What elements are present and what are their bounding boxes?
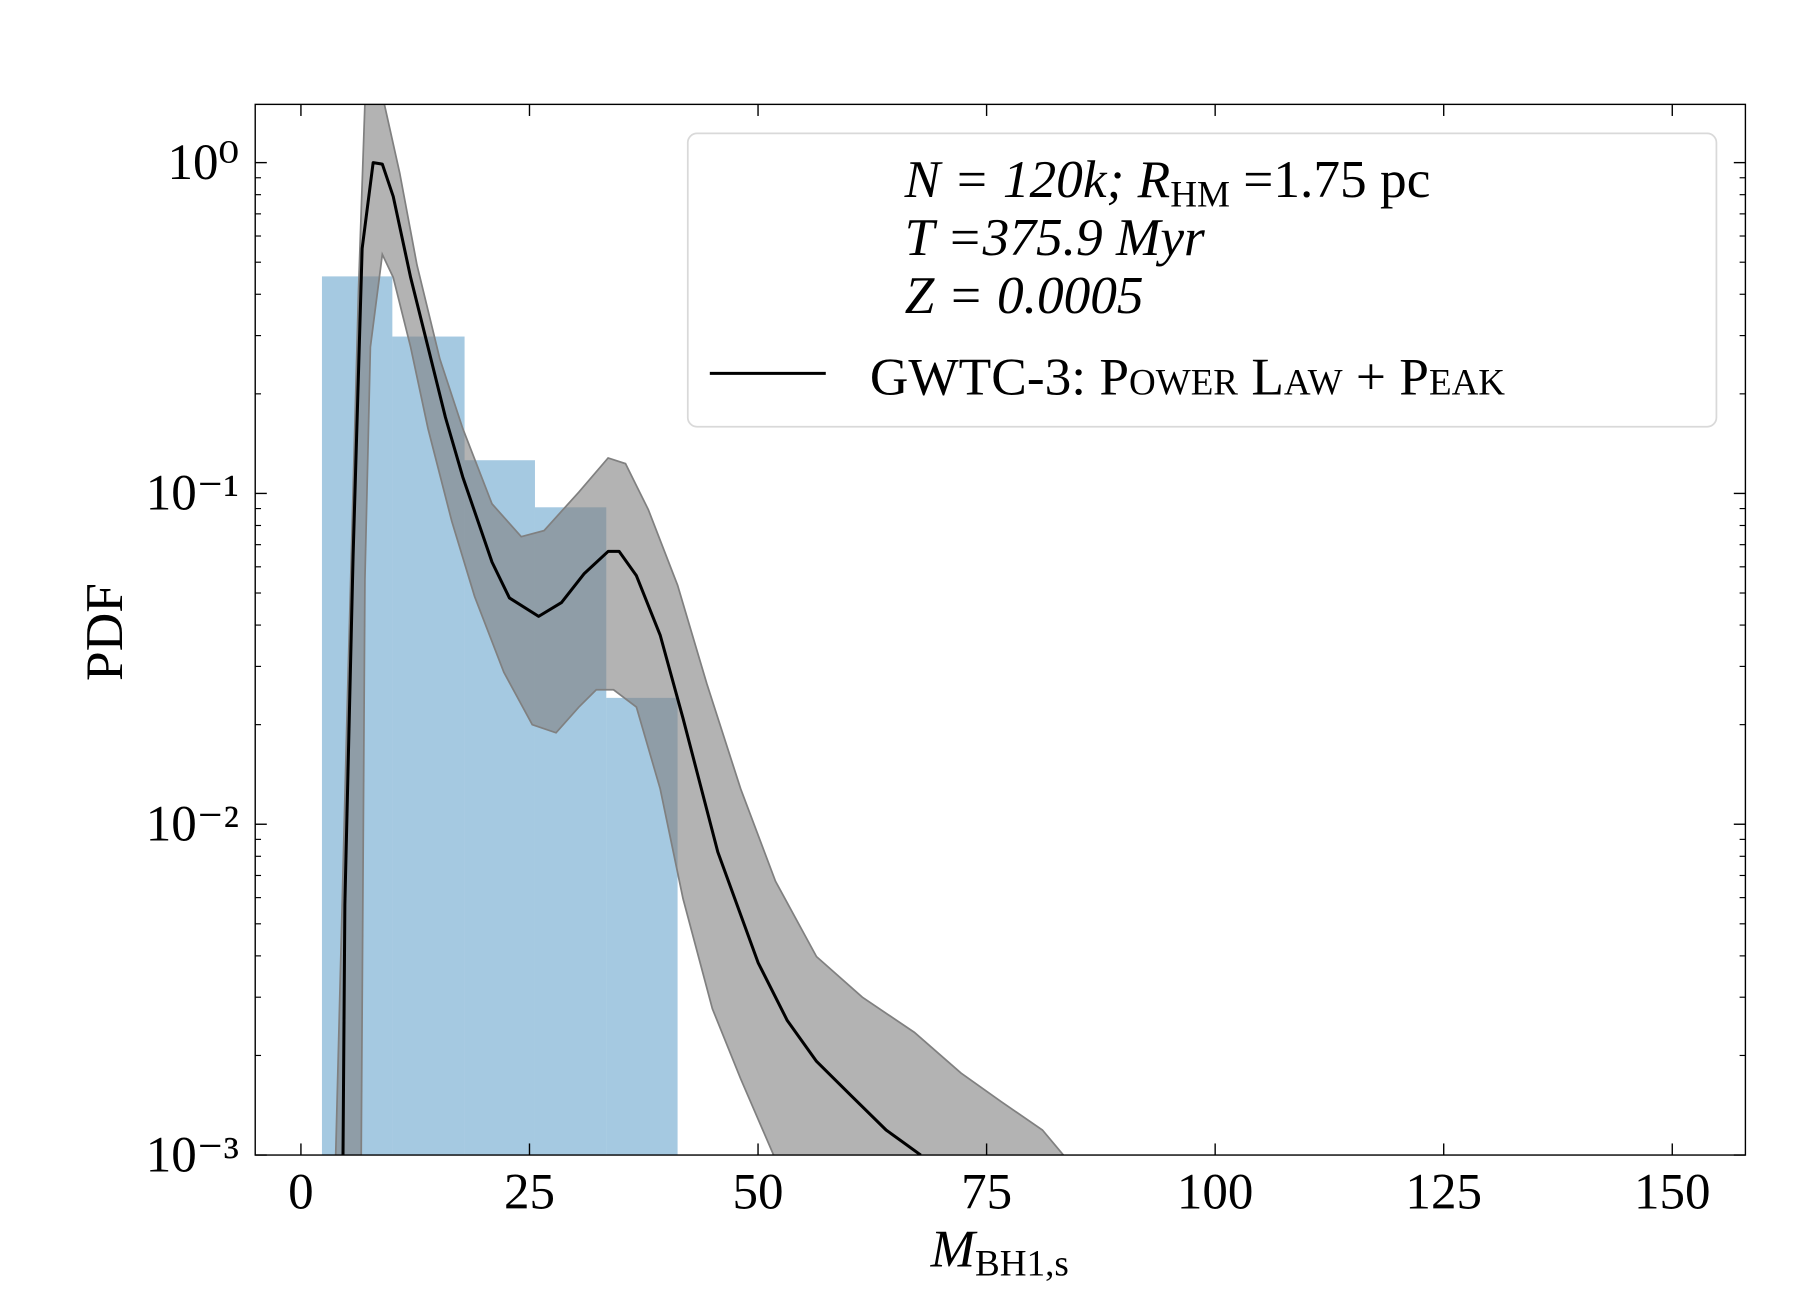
y-tick-label: 10⁻²	[146, 796, 239, 852]
annotation-text: =1.75 pc	[1230, 149, 1430, 209]
annotation-text: N = 120k; R	[904, 149, 1171, 209]
confidence-band	[335, 104, 1064, 1156]
x-tick-label: 25	[504, 1164, 555, 1220]
x-tick-label: 50	[733, 1164, 784, 1220]
x-tick-label: 150	[1634, 1164, 1711, 1220]
x-tick-label: 100	[1177, 1164, 1254, 1220]
median-line	[341, 161, 922, 1156]
band-edge	[334, 104, 1065, 1156]
x-label-subscript: BH1,s	[975, 1244, 1069, 1285]
plot-area	[321, 104, 1065, 1156]
axes-frame	[254, 103, 1747, 1156]
annotation-line: T =375.9 Myr	[905, 207, 1205, 267]
annotation-line: Z = 0.0005	[905, 265, 1144, 325]
x-label-symbol: M	[930, 1218, 978, 1278]
y-axis-label: PDF	[74, 583, 134, 681]
annotation-text: Z = 0.0005	[905, 265, 1144, 325]
ticks: 0 25 50 75 100 125 150 10⁰ 10⁻¹ 10⁻² 10⁻³	[146, 104, 1746, 1220]
y-tick-label: 10⁻¹	[146, 466, 239, 522]
annotation-subscript: HM	[1170, 174, 1230, 215]
annotation-text: T =375.9 Myr	[905, 207, 1205, 267]
legend-label: GWTC-3: Power Law + Peak	[870, 346, 1505, 406]
band-edge	[360, 251, 775, 1156]
x-axis-label: MBH1,s	[930, 1218, 1069, 1284]
x-tick-label: 0	[288, 1164, 314, 1220]
y-tick-label: 10⁻³	[146, 1127, 239, 1183]
annotation-line: N = 120k; RHM =1.75 pc	[904, 149, 1431, 215]
legend-box	[686, 132, 1718, 428]
x-tick-label: 75	[961, 1164, 1012, 1220]
x-tick-label: 125	[1405, 1164, 1482, 1220]
y-tick-label: 10⁰	[168, 135, 239, 191]
